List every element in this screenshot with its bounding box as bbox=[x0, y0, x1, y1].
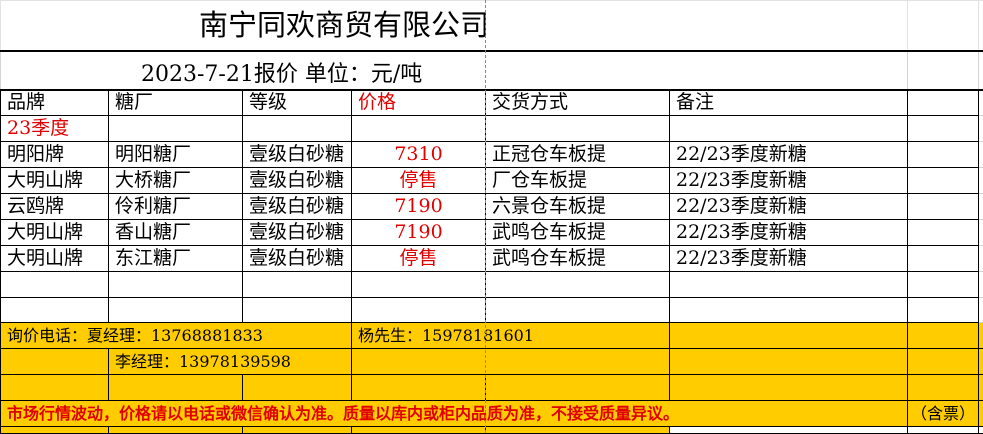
header-row: 品牌 糖厂 等级 价格 交货方式 备注 bbox=[1, 90, 983, 116]
header-mill[interactable]: 糖厂 bbox=[109, 90, 243, 116]
cell-delivery[interactable]: 武鸣仓车板提 bbox=[486, 246, 670, 272]
cell-brand[interactable]: 大明山牌 bbox=[1, 246, 109, 272]
cell-mill[interactable]: 大桥糖厂 bbox=[109, 168, 243, 194]
cell-delivery[interactable]: 六景仓车板提 bbox=[486, 194, 670, 220]
cell-mill[interactable]: 东江糖厂 bbox=[109, 246, 243, 272]
cell-grade[interactable]: 壹级白砂糖 bbox=[243, 246, 352, 272]
contact-li[interactable]: 李经理：13978139598 bbox=[109, 349, 352, 375]
contact-yang[interactable]: 杨先生：15978181601 bbox=[352, 323, 670, 349]
notice-text[interactable]: 市场行情波动，价格请以电话或微信确认为准。质量以库内或柜内品质为准，不接受质量异… bbox=[1, 401, 908, 427]
cell-note[interactable]: 22/23季度新糖 bbox=[670, 246, 908, 272]
empty-row bbox=[1, 298, 983, 323]
cell-delivery[interactable]: 正冠仓车板提 bbox=[486, 142, 670, 168]
cell-mill[interactable]: 明阳糖厂 bbox=[109, 142, 243, 168]
cell-delivery[interactable]: 厂仓车板提 bbox=[486, 168, 670, 194]
quote-subtitle[interactable]: 2023-7-21报价 单位：元/吨 bbox=[1, 51, 908, 90]
cell-note[interactable]: 22/23季度新糖 bbox=[670, 194, 908, 220]
cell-price[interactable]: 7190 bbox=[352, 220, 486, 246]
cell-note[interactable]: 22/23季度新糖 bbox=[670, 168, 908, 194]
cell-price[interactable]: 7190 bbox=[352, 194, 486, 220]
cell-brand[interactable]: 大明山牌 bbox=[1, 168, 109, 194]
cell-note[interactable]: 22/23季度新糖 bbox=[670, 142, 908, 168]
season-label[interactable]: 23季度 bbox=[1, 116, 109, 142]
cell-brand[interactable]: 云鸥牌 bbox=[1, 194, 109, 220]
header-delivery[interactable]: 交货方式 bbox=[486, 90, 670, 116]
header-note[interactable]: 备注 bbox=[670, 90, 908, 116]
header-brand[interactable]: 品牌 bbox=[1, 90, 109, 116]
cell-price[interactable]: 停售 bbox=[352, 246, 486, 272]
tax-note[interactable]: （含票） bbox=[908, 401, 979, 427]
cell-brand[interactable]: 大明山牌 bbox=[1, 220, 109, 246]
page-break-line bbox=[485, 0, 486, 433]
contact-row: 李经理：13978139598 bbox=[1, 349, 983, 375]
cell-mill[interactable]: 伶利糖厂 bbox=[109, 194, 243, 220]
contact-row bbox=[1, 375, 983, 401]
cell-price[interactable]: 停售 bbox=[352, 168, 486, 194]
cell-grade[interactable]: 壹级白砂糖 bbox=[243, 168, 352, 194]
cell-grade[interactable]: 壹级白砂糖 bbox=[243, 220, 352, 246]
cell-grade[interactable]: 壹级白砂糖 bbox=[243, 194, 352, 220]
contact-row: 市场行情波动，价格请以电话或微信确认为准。质量以库内或柜内品质为准，不接受质量异… bbox=[1, 401, 983, 427]
cell-note[interactable]: 22/23季度新糖 bbox=[670, 220, 908, 246]
company-title[interactable]: 南宁同欢商贸有限公司 bbox=[1, 1, 908, 51]
cell-mill[interactable]: 香山糖厂 bbox=[109, 220, 243, 246]
empty-row bbox=[1, 272, 983, 298]
contact-xia[interactable]: 询价电话：夏经理：13768881833 bbox=[1, 323, 352, 349]
header-price[interactable]: 价格 bbox=[352, 90, 486, 116]
cell-brand[interactable]: 明阳牌 bbox=[1, 142, 109, 168]
header-grade[interactable]: 等级 bbox=[243, 90, 352, 116]
cell-delivery[interactable]: 武鸣仓车板提 bbox=[486, 220, 670, 246]
cell-grade[interactable]: 壹级白砂糖 bbox=[243, 142, 352, 168]
cell-price[interactable]: 7310 bbox=[352, 142, 486, 168]
